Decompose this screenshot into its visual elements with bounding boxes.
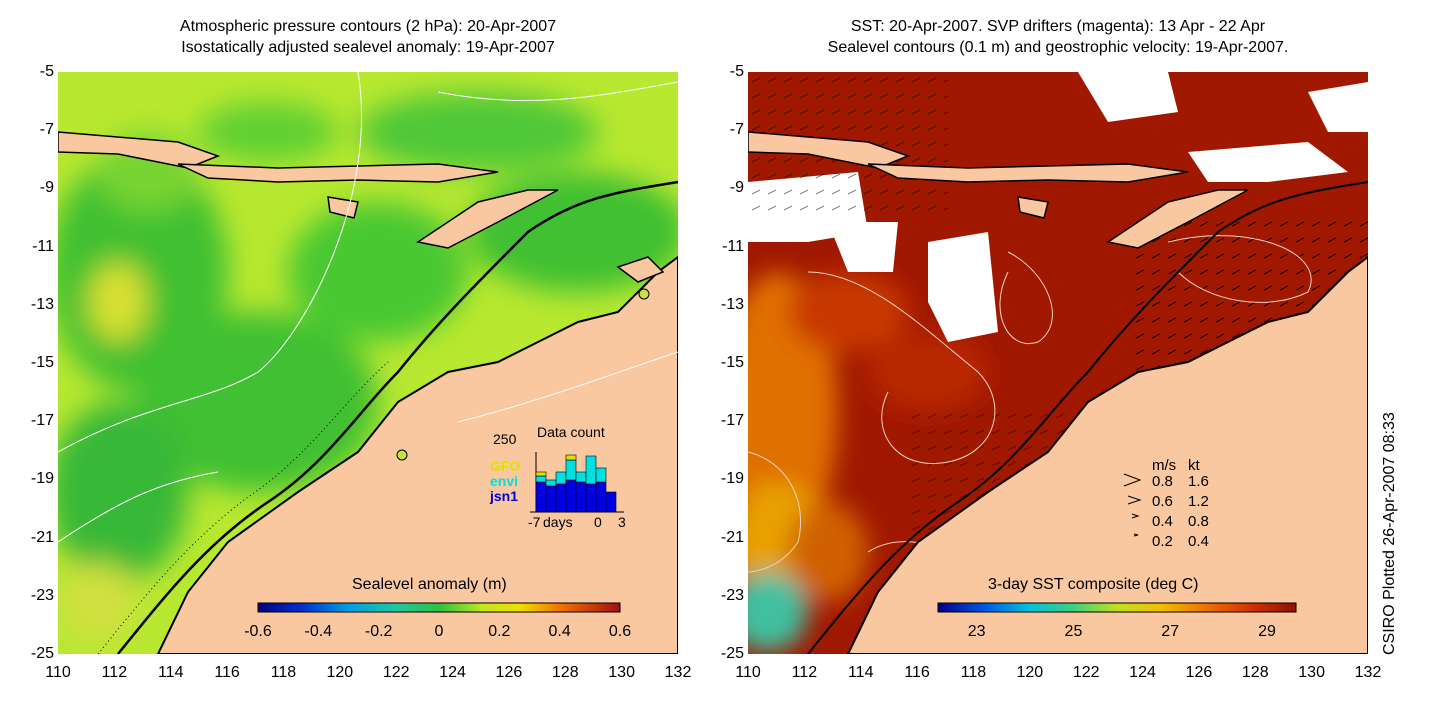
y-tick-label-left: -5 bbox=[39, 63, 54, 80]
speed-legend-arrows bbox=[1123, 473, 1142, 537]
legend-envi: envi bbox=[490, 473, 519, 489]
sst-tick-label: 23 bbox=[967, 623, 986, 640]
y-tick-label-right: -25 bbox=[720, 645, 744, 662]
x-tick-label-left: 120 bbox=[326, 664, 354, 681]
left-title-line1: Atmospheric pressure contours (2 hPa): 2… bbox=[179, 18, 557, 35]
sla-tick-label: -0.6 bbox=[244, 623, 272, 640]
x-tick-label-left: 126 bbox=[495, 664, 523, 681]
speed-row-ms: 0.6 bbox=[1152, 493, 1173, 510]
sla-colorbar-label: Sealevel anomaly (m) bbox=[352, 576, 507, 593]
x-tick-label-right: 130 bbox=[1298, 664, 1325, 681]
y-tick-label-left: -25 bbox=[30, 645, 54, 662]
x-tick-label-left: 128 bbox=[551, 664, 579, 681]
sst-colorbar bbox=[937, 602, 1297, 613]
y-tick-label-left: -19 bbox=[30, 470, 54, 488]
x-tick-label-left: 130 bbox=[608, 664, 635, 681]
speed-header-kt: kt bbox=[1188, 457, 1200, 474]
sla-colorbar bbox=[257, 602, 621, 613]
x-tick-label-right: 126 bbox=[1185, 664, 1213, 681]
x-tick-label-left: 132 bbox=[664, 664, 692, 681]
sst-tick-label: 25 bbox=[1064, 623, 1083, 640]
y-tick-label-right: -13 bbox=[720, 295, 744, 313]
data-count-x-left: -7 bbox=[528, 514, 541, 530]
y-tick-label-right: -7 bbox=[729, 121, 744, 139]
y-tick-label-right: -19 bbox=[720, 470, 744, 488]
sealevel-anomaly-map-svg bbox=[58, 72, 678, 654]
right-title-line2: Sealevel contours (0.1 m) and geostrophi… bbox=[827, 39, 1289, 56]
data-count-x-mid: 0 bbox=[594, 514, 602, 530]
x-tick-label-right: 120 bbox=[1016, 664, 1044, 681]
x-tick-label-left: 112 bbox=[101, 664, 128, 681]
sla-tick-label: -0.2 bbox=[364, 623, 393, 640]
speed-row-kt: 0.8 bbox=[1188, 513, 1209, 530]
y-tick-label-right: -17 bbox=[720, 412, 744, 430]
right-title-line1: SST: 20-Apr-2007. SVP drifters (magenta)… bbox=[850, 18, 1266, 35]
y-tick-label-right: -5 bbox=[729, 63, 744, 80]
x-tick-label-left: 122 bbox=[382, 664, 410, 681]
x-tick-label-right: 114 bbox=[847, 664, 874, 681]
sst-tick-label: 29 bbox=[1258, 623, 1276, 640]
speed-row-ms: 0.4 bbox=[1152, 513, 1173, 530]
y-tick-label-right: -23 bbox=[720, 586, 744, 604]
x-tick-label-left: 116 bbox=[214, 664, 240, 681]
speed-row-ms: 0.8 bbox=[1152, 473, 1173, 490]
sst-tick-label: 27 bbox=[1161, 623, 1180, 640]
data-count-title: Data count bbox=[537, 424, 605, 440]
sealevel-anomaly-map bbox=[58, 72, 678, 654]
speed-row-kt: 1.2 bbox=[1188, 493, 1209, 510]
y-tick-label-left: -15 bbox=[30, 354, 54, 371]
y-tick-label-left: -7 bbox=[39, 121, 54, 139]
sst-map-svg bbox=[748, 72, 1368, 654]
x-tick-label-right: 132 bbox=[1354, 664, 1382, 681]
data-count-histogram bbox=[530, 452, 624, 513]
left-title-line2: Isostatically adjusted sealevel anomaly:… bbox=[181, 39, 555, 56]
y-tick-label-left: -17 bbox=[30, 412, 54, 430]
sla-tick-label: -0.4 bbox=[304, 623, 333, 640]
legend-gfo: GFO bbox=[490, 458, 521, 474]
speed-row-ms: 0.2 bbox=[1152, 533, 1173, 550]
y-tick-label-right: -15 bbox=[720, 354, 744, 371]
sst-map bbox=[748, 72, 1368, 654]
y-tick-label-left: -9 bbox=[39, 179, 54, 197]
x-tick-label-left: 110 bbox=[45, 664, 71, 681]
y-tick-label-right: -9 bbox=[729, 179, 744, 197]
y-tick-label-left: -11 bbox=[32, 237, 54, 255]
left-panel-title: Atmospheric pressure contours (2 hPa): 2… bbox=[58, 16, 678, 58]
legend-jsn1: jsn1 bbox=[490, 488, 519, 504]
y-tick-label-right: -11 bbox=[722, 237, 744, 255]
x-tick-label-right: 128 bbox=[1241, 664, 1269, 681]
x-tick-label-right: 122 bbox=[1072, 664, 1100, 681]
sla-tick-label: 0.4 bbox=[548, 623, 571, 640]
x-tick-label-right: 110 bbox=[735, 664, 761, 681]
right-panel-title: SST: 20-Apr-2007. SVP drifters (magenta)… bbox=[748, 16, 1368, 58]
sla-tick-label: 0.2 bbox=[488, 623, 511, 640]
speed-row-kt: 1.6 bbox=[1188, 473, 1209, 490]
y-tick-label-left: -13 bbox=[30, 295, 54, 313]
x-tick-label-left: 118 bbox=[270, 664, 297, 681]
x-tick-label-right: 124 bbox=[1129, 664, 1156, 681]
x-tick-label-right: 116 bbox=[904, 664, 930, 681]
x-tick-label-left: 114 bbox=[157, 664, 184, 681]
plot-timestamp: CSIRO Plotted 26-Apr-2007 08:33 bbox=[1381, 412, 1398, 655]
speed-row-kt: 0.4 bbox=[1188, 533, 1209, 550]
y-tick-label-left: -23 bbox=[30, 586, 54, 604]
x-tick-label-right: 118 bbox=[960, 664, 987, 681]
data-count-x-unit: days bbox=[543, 514, 573, 530]
sst-colorbar-label: 3-day SST composite (deg C) bbox=[988, 576, 1199, 593]
sla-tick-label: 0.6 bbox=[608, 623, 632, 640]
sla-tick-label: 0 bbox=[434, 623, 444, 640]
data-count-x-right: 3 bbox=[618, 514, 626, 530]
y-tick-label-right: -21 bbox=[720, 528, 744, 546]
x-tick-label-right: 112 bbox=[791, 664, 818, 681]
data-count-ymax: 250 bbox=[493, 431, 517, 447]
speed-header-ms: m/s bbox=[1152, 457, 1177, 474]
y-tick-label-left: -21 bbox=[30, 528, 54, 546]
x-tick-label-left: 124 bbox=[439, 664, 466, 681]
